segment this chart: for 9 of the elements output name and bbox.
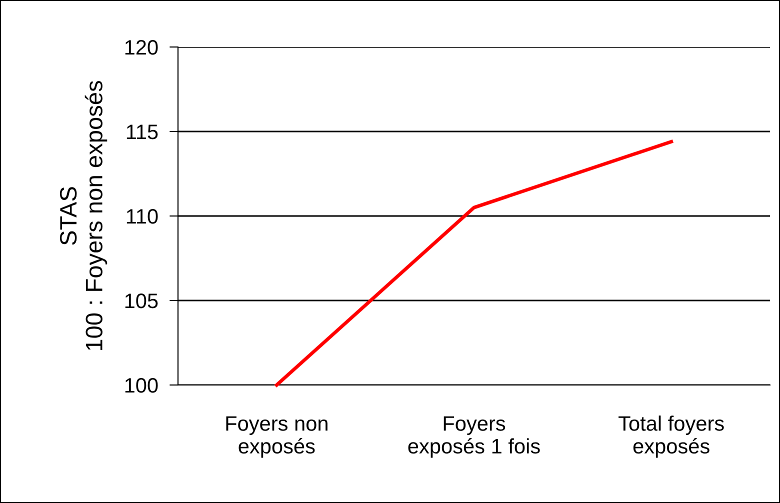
x-tick-label: Total foyers exposés (618, 416, 724, 458)
x-tick-label: Foyers exposés 1 fois (408, 416, 540, 458)
y-tick-label: 120 (125, 40, 158, 55)
y-tick-label: 105 (125, 294, 158, 308)
y-tick-label: 110 (126, 209, 158, 224)
y-axis-title: STAS 100 : Foyers non exposés (60, 80, 108, 350)
y-tick-label: 100 (125, 378, 158, 393)
y-tick-label: 115 (126, 124, 158, 140)
x-tick-label: Foyers non exposés (226, 416, 328, 458)
